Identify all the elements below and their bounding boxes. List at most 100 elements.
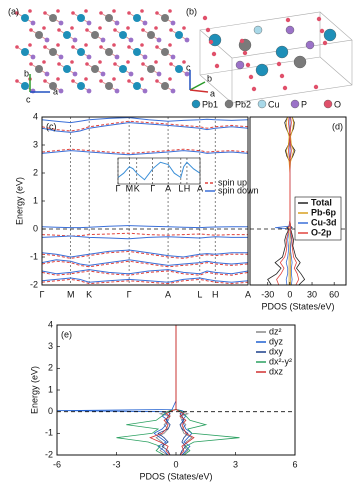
atom	[168, 43, 172, 47]
atom	[128, 37, 134, 43]
atom	[49, 82, 57, 90]
band-line	[41, 148, 249, 154]
dos-line	[289, 116, 300, 286]
atom	[126, 26, 130, 30]
crystal-a	[15, 9, 190, 94]
band-line	[41, 225, 248, 229]
atom	[255, 63, 269, 77]
x-tick-label: L	[178, 183, 183, 193]
dos-line	[149, 325, 177, 456]
atom	[58, 54, 64, 60]
atom	[57, 62, 61, 66]
atom	[43, 45, 47, 49]
atom	[170, 20, 176, 26]
x-tick-label: A	[165, 183, 171, 193]
atom	[242, 50, 248, 56]
panel-label: (a)	[8, 6, 19, 16]
x-tick-label: K	[134, 183, 140, 193]
axis-letter: b	[207, 73, 212, 83]
dos-line	[276, 116, 291, 286]
axis-arrow	[189, 89, 209, 93]
atom	[322, 40, 328, 46]
atom	[245, 62, 251, 68]
plot-frame	[41, 116, 249, 286]
atom	[279, 73, 285, 79]
legend-label: dxz	[269, 366, 284, 376]
atom	[142, 20, 148, 26]
atom	[319, 28, 325, 34]
x-tick-label: K	[86, 289, 92, 299]
axis-letter: a	[210, 88, 215, 98]
atom	[49, 48, 57, 56]
axis-letter: c	[186, 62, 191, 72]
legend-label: Pb2	[235, 99, 251, 109]
x-tick-label: A	[245, 289, 251, 299]
atom	[156, 37, 162, 43]
x-tick-label: 0	[287, 289, 292, 299]
panel-label: (e)	[61, 329, 72, 339]
atom	[114, 54, 120, 60]
plot-frame	[249, 116, 347, 286]
atom	[127, 45, 131, 49]
atom	[86, 54, 92, 60]
x-tick-label: -3	[112, 459, 120, 469]
atom	[99, 11, 103, 15]
panel-label: (c)	[46, 121, 57, 131]
atom	[251, 86, 257, 92]
atom	[21, 48, 29, 56]
legend-label: P	[301, 99, 307, 109]
legend-swatch	[323, 99, 333, 109]
band-line	[41, 269, 249, 275]
legend-swatch	[224, 99, 234, 109]
plot-frame	[56, 324, 296, 456]
atom	[170, 88, 176, 94]
atom	[161, 48, 169, 56]
legend-swatch	[290, 99, 300, 109]
atom	[275, 45, 289, 59]
atom	[147, 31, 155, 39]
band-line	[41, 235, 248, 240]
atom	[142, 88, 148, 94]
atom	[114, 88, 120, 94]
atom	[71, 79, 75, 83]
atom	[235, 60, 245, 70]
y-tick-label: 0	[48, 406, 53, 416]
x-tick-label: Γ	[40, 289, 45, 299]
atom	[141, 28, 145, 32]
atom	[147, 65, 155, 73]
atom	[70, 60, 74, 64]
atom	[142, 54, 148, 60]
y-tick-label: 3	[48, 341, 53, 351]
atom	[305, 40, 315, 50]
atom	[71, 11, 75, 15]
atom	[100, 71, 106, 77]
x-axis-label: PDOS (States/eV)	[261, 301, 334, 311]
atom	[35, 65, 43, 73]
y-tick-label: 4	[33, 111, 38, 121]
x-tick-label: L	[197, 289, 202, 299]
atom	[15, 45, 19, 49]
atom	[126, 60, 130, 64]
atom	[285, 17, 291, 23]
atom	[133, 14, 141, 22]
atom	[154, 26, 158, 30]
atom	[49, 14, 57, 22]
atom	[56, 77, 60, 81]
y-tick-label: 1	[48, 384, 53, 394]
atom	[140, 43, 144, 47]
atom	[141, 62, 145, 66]
atom	[128, 71, 134, 77]
atom	[285, 25, 295, 35]
atom	[21, 14, 29, 22]
x-tick-label: -6	[53, 459, 61, 469]
atom	[113, 62, 117, 66]
x-tick-label: M	[126, 183, 134, 193]
atom	[72, 37, 78, 43]
atom	[205, 27, 211, 33]
atom	[85, 28, 89, 32]
x-tick-label: H	[212, 289, 219, 299]
axis-triad: b c a c b a	[24, 62, 215, 104]
atom	[43, 11, 47, 15]
